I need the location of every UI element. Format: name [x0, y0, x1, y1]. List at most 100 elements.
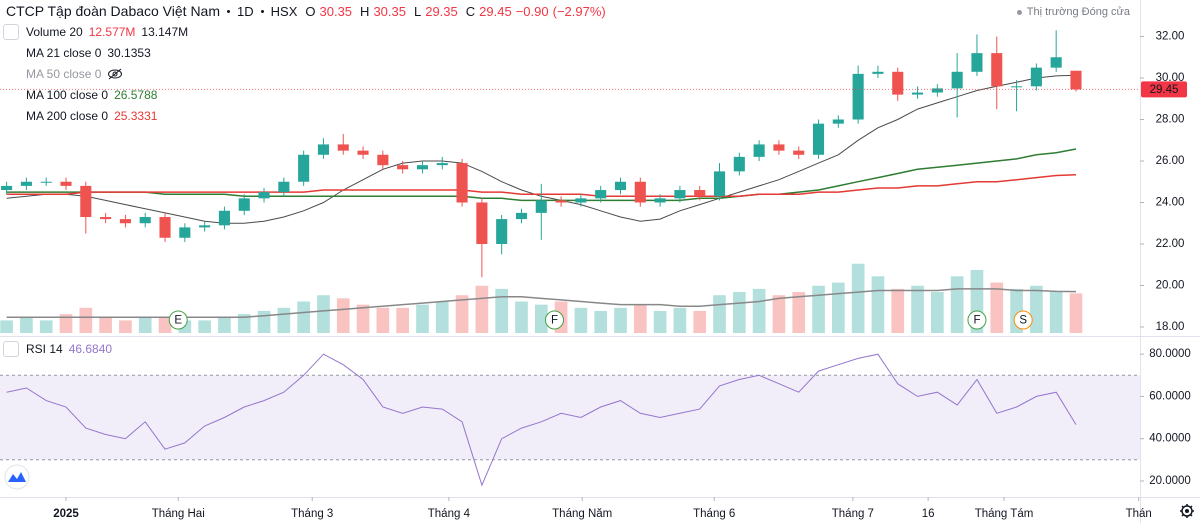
last-price-label: 29.45 — [1150, 84, 1179, 96]
event-marker — [1013, 310, 1033, 330]
volume-bar — [633, 304, 647, 333]
volume-bar — [237, 314, 251, 333]
event-marker — [168, 310, 188, 330]
collapse-button[interactable] — [3, 24, 19, 40]
candle-body — [1011, 86, 1023, 88]
volume-bar — [693, 310, 707, 333]
candle-body — [456, 163, 468, 203]
ohlc-value: 30.35 — [319, 3, 353, 19]
legend-value: 13.147M — [141, 25, 189, 39]
collapse-button[interactable] — [3, 341, 19, 357]
ma-legend[interactable]: MA 100 close 0 26.5788 — [26, 88, 157, 102]
event-label: S — [1019, 315, 1027, 327]
ohlc-key: C — [465, 3, 476, 19]
volume-bar — [772, 295, 786, 333]
candle-body — [614, 181, 627, 191]
x-tick-label: Tháng Hai — [152, 508, 205, 520]
legend-name: MA 200 close 0 — [26, 109, 109, 123]
volume-bar — [59, 314, 73, 333]
volume-bar — [79, 307, 93, 333]
volume-bar — [416, 304, 429, 333]
ma-legend[interactable]: MA 21 close 0 30.1353 — [26, 46, 151, 60]
exchange: HSX — [270, 3, 298, 19]
ohlc-key: L — [413, 3, 422, 19]
rsi-y-tick-label: 80.0000 — [1149, 348, 1191, 360]
candle-body — [812, 123, 825, 155]
volume-bar — [435, 301, 449, 333]
candle-body — [515, 212, 528, 220]
volume-bar — [732, 292, 746, 333]
candle-body — [416, 165, 429, 170]
volume-bar — [336, 298, 350, 333]
volume-bar — [119, 320, 132, 333]
settings-icon[interactable] — [1180, 504, 1194, 518]
y-tick-label: 18.00 — [1156, 321, 1185, 333]
rsi-line — [6, 353, 1077, 487]
y-tick-label: 26.00 — [1156, 155, 1185, 167]
candle-body — [832, 119, 844, 124]
status-text: Thị trường Đóng cửa — [1026, 6, 1130, 18]
hidden-eye-icon[interactable] — [107, 68, 123, 80]
y-tick-label: 20.00 — [1156, 280, 1185, 292]
candle-body — [991, 53, 1003, 87]
volume-bar — [218, 317, 231, 333]
volume-bar — [475, 285, 489, 333]
x-tick-label: Tháng 3 — [291, 508, 333, 520]
last-price-box — [1141, 81, 1187, 98]
x-tick-label: Tháng 6 — [693, 508, 735, 520]
candle-body — [496, 219, 508, 244]
logo[interactable] — [4, 464, 30, 490]
ma-legend[interactable]: MA 200 close 0 25.3331 — [26, 109, 157, 123]
ohlc-key: H — [360, 3, 370, 19]
y-tick-label: 22.00 — [1156, 238, 1185, 250]
change-pct: (−2.97%) — [552, 3, 606, 19]
volume-bar — [931, 292, 944, 333]
volume-bar — [752, 288, 766, 333]
rsi-y-tick-label: 40.0000 — [1149, 433, 1191, 445]
candle-body — [575, 198, 587, 203]
volume-bar — [574, 307, 588, 333]
candle-body — [218, 210, 230, 226]
candle-body — [377, 154, 389, 166]
candle-body — [535, 200, 547, 213]
candle-body — [753, 144, 765, 157]
volume-bar — [534, 304, 548, 333]
candle-body — [317, 144, 329, 155]
volume-bar — [673, 307, 687, 333]
x-tick-label: 16 — [922, 508, 935, 520]
x-tick-label: Tháng Năm — [552, 508, 612, 520]
header: CTCP Tập đoàn Dabaco Việt Nam 1D HSX O 30… — [6, 3, 606, 19]
volume-bar — [653, 310, 667, 333]
candle-body — [436, 163, 448, 166]
candle-body — [258, 192, 270, 199]
ma-legend[interactable]: MA 50 close 0 — [26, 67, 123, 81]
volume-legend[interactable]: Volume 20 12.577M 13.147M — [26, 25, 188, 39]
volume-bar — [594, 310, 608, 333]
volume-bar — [138, 317, 152, 333]
candle-body — [179, 227, 191, 238]
rsi-legend[interactable]: RSI 14 46.6840 — [26, 342, 112, 356]
legend-value: 25.3331 — [114, 109, 158, 123]
candle-body — [80, 185, 92, 218]
volume-bar — [792, 292, 806, 333]
market-status: Thị trường Đóng cửa — [1016, 6, 1130, 18]
candle-body — [100, 217, 112, 220]
volume-bar — [356, 304, 370, 333]
x-tick-label: Tháng 4 — [428, 508, 471, 520]
candle-body — [872, 71, 884, 74]
change: −0.90 — [515, 3, 549, 19]
legend-name: Volume 20 — [26, 25, 83, 39]
interval[interactable]: 1D — [237, 3, 254, 19]
legend-name: MA 21 close 0 — [26, 46, 102, 60]
volume-bar — [1049, 292, 1063, 333]
volume-bar — [20, 317, 33, 333]
candle-body — [555, 200, 567, 203]
candle-body — [357, 150, 369, 155]
candle-body — [139, 217, 151, 224]
candle-body — [773, 144, 785, 151]
volume-bar — [396, 307, 410, 333]
ohlc-value: 30.35 — [373, 3, 406, 19]
volume-bar — [891, 288, 905, 333]
event-marker — [967, 310, 987, 330]
candle-body — [20, 181, 32, 186]
